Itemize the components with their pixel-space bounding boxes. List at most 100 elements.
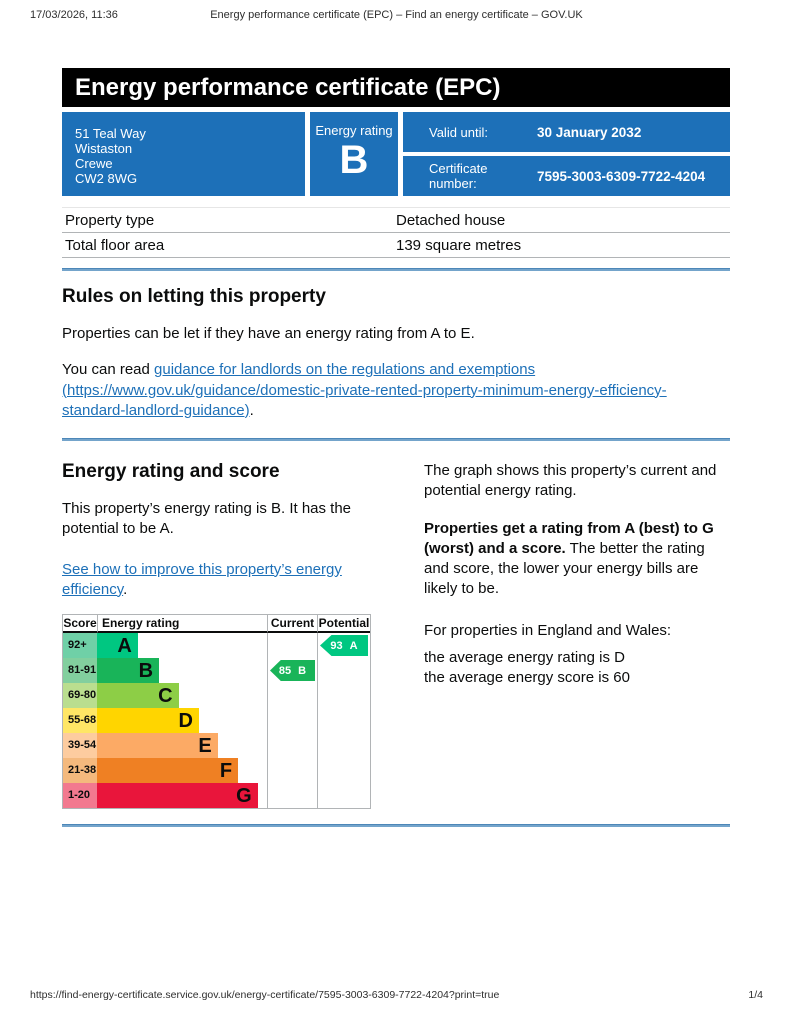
epc-band-rows: 92+ A 93 A 81-91 B 85 B 69-80 C 55-68 D 39-54 E 21-38 F…: [63, 633, 370, 808]
potential-column-cell: 93 A: [317, 633, 370, 658]
band-bar-area: F: [97, 758, 267, 783]
potential-column-cell: [317, 708, 370, 733]
address-line-1: 51 Teal Way: [75, 126, 146, 141]
current-column-cell: 85 B: [267, 658, 317, 683]
epc-band-row-g: 1-20 G: [63, 783, 370, 808]
band-bar-area: D: [97, 708, 267, 733]
print-page-title: Energy performance certificate (EPC) – F…: [210, 9, 583, 21]
current-column-cell: [267, 783, 317, 808]
rating-section-right-column: The graph shows this property’s current …: [424, 461, 730, 809]
potential-column-header: Potential: [317, 615, 370, 633]
floor-area-label: Total floor area: [65, 236, 165, 254]
band-bar-c: C: [97, 683, 179, 708]
band-bar-area: A: [97, 633, 267, 658]
band-score-range: 92+: [63, 633, 97, 658]
band-letter: D: [178, 709, 193, 732]
band-score-range: 81-91: [63, 658, 97, 683]
property-address: 51 Teal Way Wistaston Crewe CW2 8WG: [62, 112, 305, 196]
letting-rules-text: Properties can be let if they have an en…: [62, 325, 475, 342]
property-summary-table: Property type Detached house Total floor…: [62, 207, 730, 258]
band-bar-area: B: [97, 658, 267, 683]
current-column-header: Current: [267, 615, 317, 633]
graph-description-text: The graph shows this property’s current …: [424, 462, 717, 500]
print-header: 17/03/2026, 11:36 Energy performance cer…: [0, 9, 793, 25]
rating-explainer-rest: The better the rating and score, the low…: [424, 539, 705, 598]
letting-guidance-paragraph: You can read guidance for landlords on t…: [62, 360, 730, 421]
energy-rating-label: Energy rating: [315, 123, 393, 138]
improve-efficiency-link[interactable]: See how to improve this property’s energ…: [62, 560, 342, 598]
address-line-2: Wistaston: [75, 141, 133, 156]
rating-section-left-column: Energy rating and score This property’s …: [62, 461, 400, 809]
band-bar-area: E: [97, 733, 267, 758]
band-bar-area: G: [97, 783, 267, 808]
potential-column-cell: [317, 783, 370, 808]
print-datetime: 17/03/2026, 11:36: [30, 9, 118, 21]
epc-chart-header: Score Energy rating Current Potential: [63, 615, 370, 633]
certificate-details: Valid until: 30 January 2032 Certificate…: [403, 112, 730, 196]
band-score-range: 1-20: [63, 783, 97, 808]
table-row: Total floor area 139 square metres: [62, 233, 730, 258]
band-bar-d: D: [97, 708, 199, 733]
average-ratings-text: the average energy rating is D the avera…: [424, 648, 730, 689]
potential-band-letter: A: [349, 639, 358, 652]
potential-column-cell: [317, 658, 370, 683]
epc-band-row-b: 81-91 B 85 B: [63, 658, 370, 683]
band-bar-b: B: [97, 658, 160, 683]
page-number: 1/4: [748, 989, 763, 1001]
address-line-4: CW2 8WG: [75, 171, 138, 186]
section-divider: [62, 438, 730, 441]
current-band-letter: B: [298, 664, 307, 677]
current-column-cell: [267, 758, 317, 783]
rating-explainer-text: Properties get a rating from A (best) to…: [424, 519, 730, 600]
epc-band-row-e: 39-54 E: [63, 733, 370, 758]
improve-paragraph: See how to improve this property’s energ…: [62, 560, 372, 601]
energy-rating-heading: Energy rating and score: [62, 461, 280, 482]
table-row: Property type Detached house: [62, 208, 730, 233]
improve-link-suffix: .: [123, 580, 128, 598]
guidance-link-suffix: .: [249, 401, 254, 419]
energy-rating-value: B: [339, 138, 369, 182]
section-divider: [62, 268, 730, 271]
certificate-number-value: 7595-3003-6309-7722-4204: [537, 168, 706, 184]
certificate-number-label: Certificate number:: [429, 161, 488, 191]
potential-column-cell: [317, 683, 370, 708]
landlord-guidance-link[interactable]: guidance for landlords on the regulation…: [62, 361, 667, 419]
band-letter: A: [117, 634, 132, 657]
valid-until-label: Valid until:: [429, 124, 489, 140]
epc-band-row-c: 69-80 C: [63, 683, 370, 708]
epc-rating-chart: Score Energy rating Current Potential 92…: [62, 614, 371, 809]
page-title-banner: Energy performance certificate (EPC): [62, 68, 730, 107]
band-score-range: 21-38: [63, 758, 97, 783]
current-score: 85: [278, 664, 292, 677]
band-letter: B: [138, 659, 154, 682]
band-letter: G: [236, 784, 252, 807]
rating-summary-text: This property’s energy rating is B. It h…: [62, 500, 352, 538]
certificate-content: Energy performance certificate (EPC) 51 …: [62, 68, 730, 827]
epc-band-row-a: 92+ A 93 A: [63, 633, 370, 658]
valid-until-box: Valid until: 30 January 2032: [403, 112, 730, 152]
rating-explainer-bold: Properties get a rating from A (best) to…: [424, 519, 714, 557]
current-column-cell: [267, 733, 317, 758]
average-rating-line: the average energy rating is D: [424, 648, 625, 666]
address-line-3: Crewe: [75, 156, 113, 171]
band-bar-f: F: [97, 758, 239, 783]
current-rating-arrow: 85 B: [270, 660, 315, 681]
potential-column-cell: [317, 733, 370, 758]
england-wales-text: For properties in England and Wales:: [424, 621, 672, 639]
band-letter: F: [219, 759, 233, 782]
energy-rating-section: Energy rating and score This property’s …: [62, 461, 730, 809]
energy-rating-box: Energy rating B: [310, 112, 398, 196]
band-score-range: 69-80: [63, 683, 97, 708]
rating-column-header: Energy rating: [97, 615, 267, 633]
floor-area-value: 139 square metres: [396, 236, 522, 254]
current-column-cell: [267, 683, 317, 708]
certificate-number-box: Certificate number: 7595-3003-6309-7722-…: [403, 156, 730, 196]
certificate-summary-band: 51 Teal Way Wistaston Crewe CW2 8WG Ener…: [62, 112, 730, 196]
score-column-header: Score: [63, 615, 97, 633]
current-column-cell: [267, 633, 317, 658]
print-url: https://find-energy-certificate.service.…: [30, 989, 500, 1001]
potential-score: 93: [330, 639, 343, 652]
band-score-range: 55-68: [63, 708, 97, 733]
average-score-line: the average energy score is 60: [424, 669, 630, 686]
